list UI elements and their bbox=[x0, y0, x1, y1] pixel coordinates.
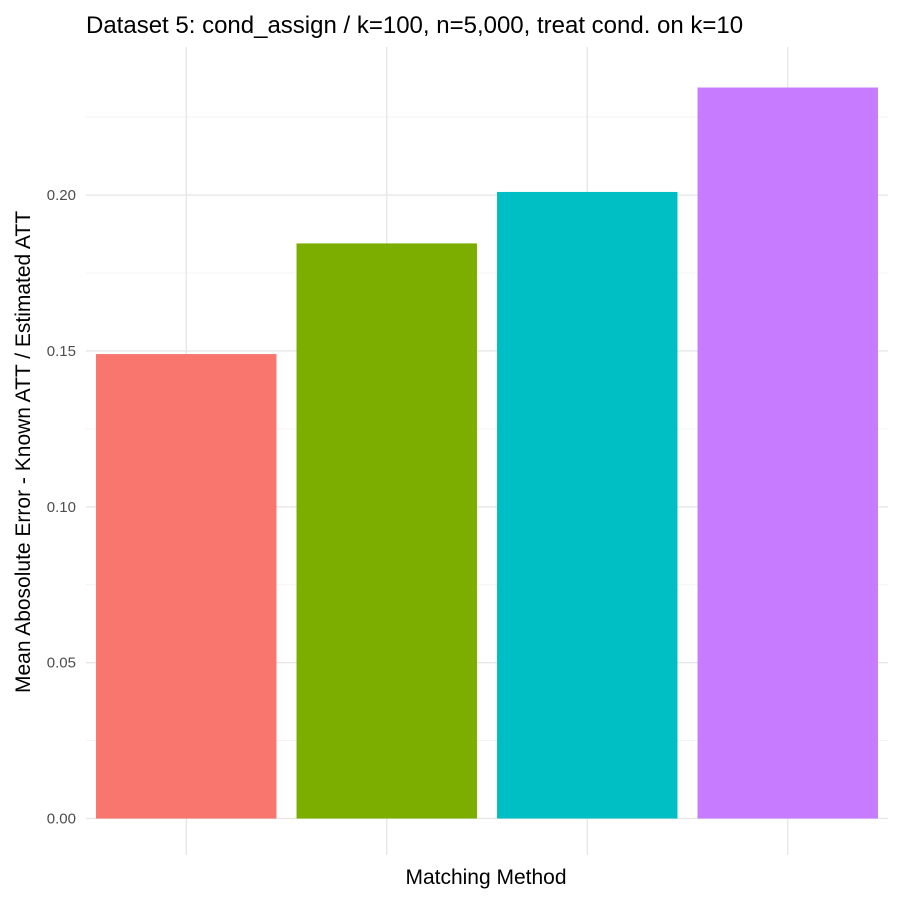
bar bbox=[96, 354, 277, 819]
chart-title: Dataset 5: cond_assign / k=100, n=5,000,… bbox=[86, 12, 743, 39]
y-tick-label: 0.15 bbox=[47, 343, 76, 360]
y-tick-label: 0.05 bbox=[47, 655, 76, 672]
bar bbox=[697, 87, 878, 819]
bars bbox=[96, 87, 878, 819]
y-tick-label: 0.20 bbox=[47, 187, 76, 204]
y-tick-label: 0.00 bbox=[47, 811, 76, 828]
bar bbox=[296, 243, 477, 819]
y-axis-tick-labels: 0.00 0.05 0.10 0.15 0.20 bbox=[47, 187, 76, 827]
x-axis-title: Matching Method bbox=[405, 866, 566, 889]
y-tick-label: 0.10 bbox=[47, 499, 76, 516]
bar bbox=[497, 191, 678, 819]
y-axis-title: Mean Abosolute Error - Known ATT / Estim… bbox=[12, 211, 35, 693]
